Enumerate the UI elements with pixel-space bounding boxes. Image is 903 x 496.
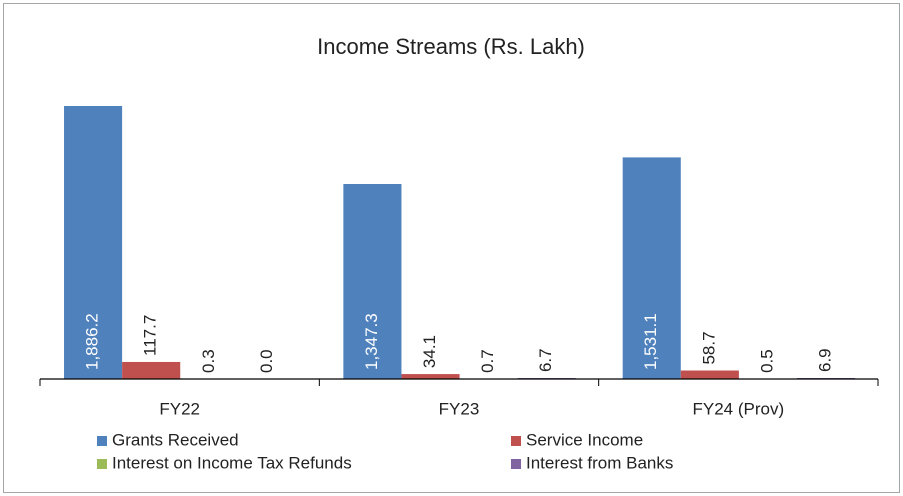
- legend-swatch: [511, 436, 521, 446]
- legend-label: Interest on Income Tax Refunds: [112, 453, 352, 472]
- bar: [401, 374, 460, 379]
- data-label: 34.1: [420, 335, 439, 368]
- data-label: 0.7: [478, 349, 497, 373]
- x-tick-label: FY22: [159, 399, 200, 418]
- data-label: 58.7: [699, 331, 718, 364]
- x-tick-label: FY23: [439, 399, 480, 418]
- bar: [680, 370, 739, 379]
- data-label: 1,886.2: [83, 313, 102, 370]
- chart-title: Income Streams (Rs. Lakh): [317, 34, 585, 59]
- legend-label: Grants Received: [112, 430, 239, 449]
- data-label: 6.7: [536, 348, 555, 372]
- x-tick-label: FY24 (Prov): [693, 399, 785, 418]
- bar: [343, 183, 402, 379]
- legend-label: Interest from Banks: [526, 453, 673, 472]
- data-label: 117.7: [141, 315, 160, 356]
- bar: [622, 157, 681, 379]
- legend-label: Service Income: [526, 430, 643, 449]
- legend-swatch: [97, 436, 107, 446]
- legend-swatch: [511, 459, 521, 469]
- data-label: 1,347.3: [362, 313, 381, 370]
- bar: [122, 361, 181, 379]
- data-label: 0.3: [199, 349, 218, 373]
- legend-swatch: [97, 459, 107, 469]
- data-label: 6.9: [816, 348, 835, 372]
- data-label: 0.5: [757, 349, 776, 373]
- bar: [64, 106, 123, 379]
- data-label: 1,531.1: [641, 313, 660, 370]
- data-label: 0.0: [257, 349, 276, 373]
- chart-frame: [3, 3, 900, 493]
